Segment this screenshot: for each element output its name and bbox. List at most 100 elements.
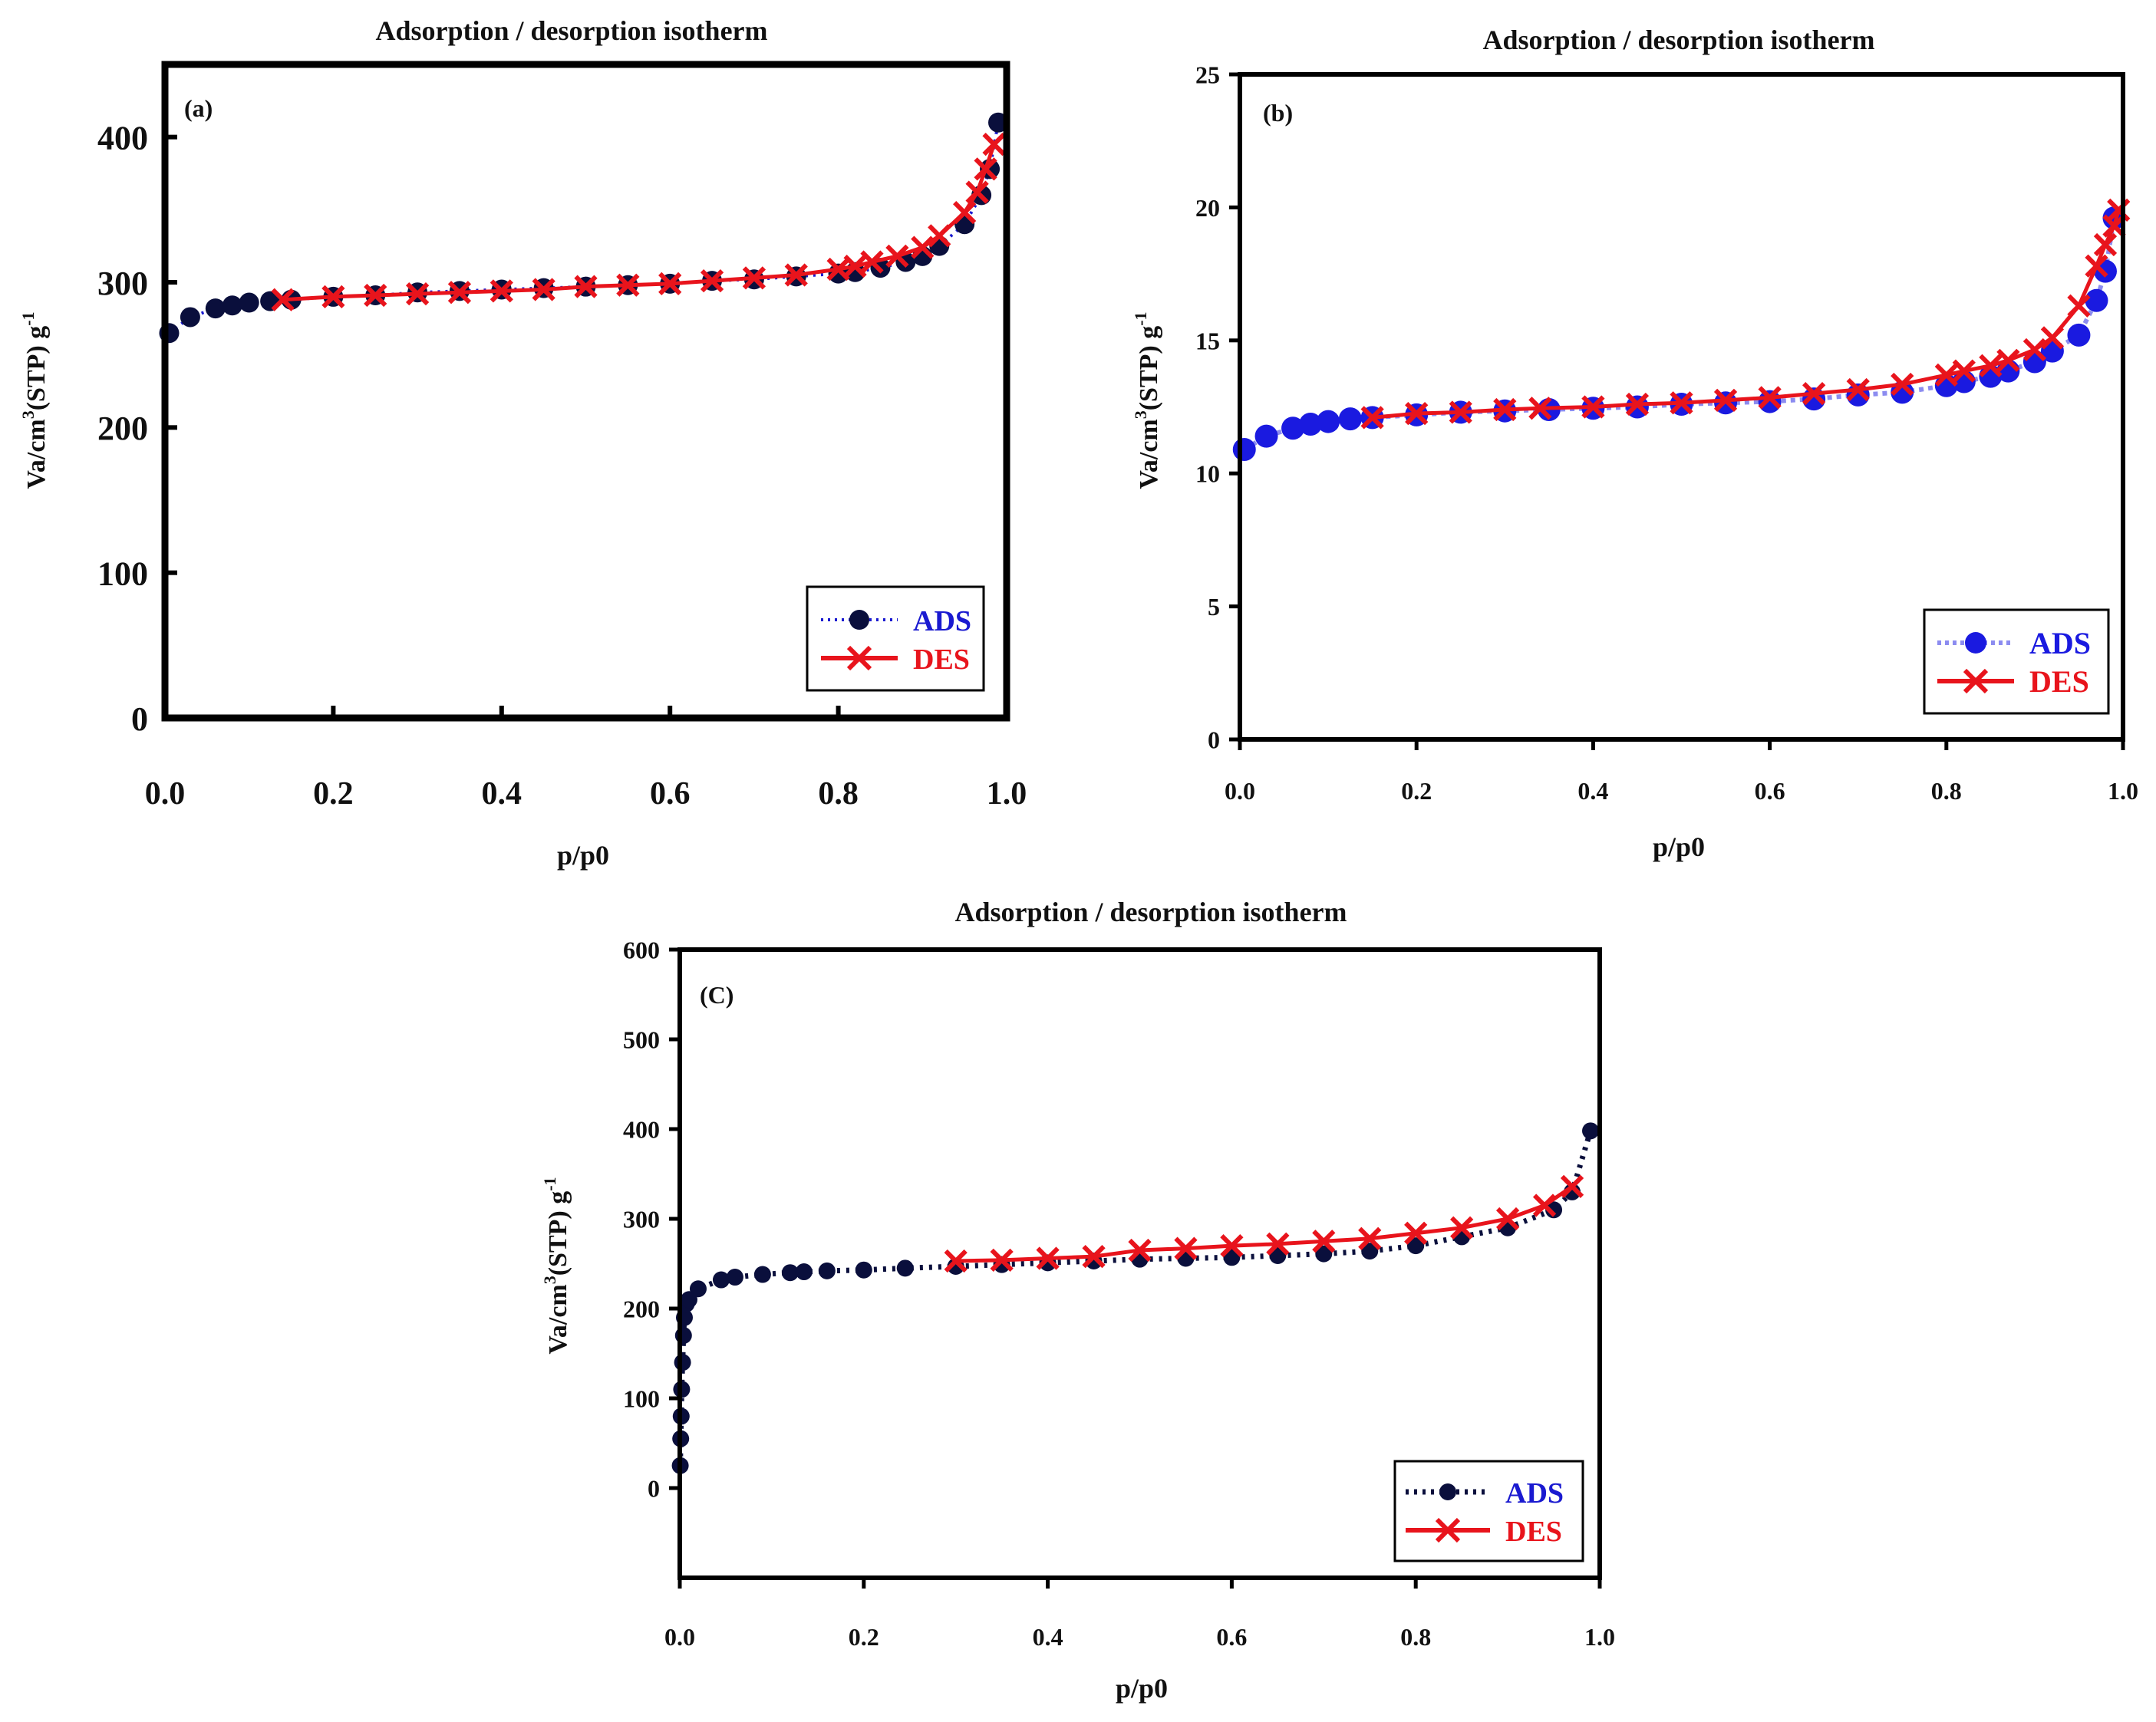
legend: ADS DES: [1923, 608, 2110, 715]
des-point: [1220, 1233, 1244, 1258]
ads-point: [2067, 323, 2091, 347]
y-tick-label: 0: [131, 700, 148, 738]
ads-point: [712, 1271, 730, 1289]
legend-box: [1923, 608, 2110, 715]
des-point: [1174, 1236, 1198, 1260]
des-point: [885, 244, 909, 268]
y-tick-label: 25: [1195, 61, 1220, 89]
des-point: [974, 157, 997, 181]
chart-title: Adsorption / desorption isotherm: [954, 897, 1347, 927]
des-point: [1581, 395, 1605, 419]
des-point: [1449, 400, 1472, 424]
y-tick-label: 100: [97, 555, 148, 593]
x-tick-label: 0.2: [1401, 777, 1432, 805]
des-point: [860, 250, 884, 274]
chart-title: Adsorption / desorption isotherm: [375, 15, 767, 46]
x-tick-label: 0.6: [650, 776, 691, 812]
y-tick-label: 15: [1195, 327, 1220, 354]
legend-ads-label: ADS: [2029, 626, 2091, 660]
y-tick-label: 0: [648, 1475, 660, 1503]
ads-point: [205, 298, 226, 319]
x-tick-label: 0.6: [1216, 1623, 1247, 1651]
y-tick-label: 300: [97, 265, 148, 302]
des-point: [700, 268, 724, 293]
legend-ads-label: ADS: [913, 605, 971, 637]
ads-point: [1545, 1201, 1563, 1219]
des-point: [1952, 359, 1976, 383]
des-point: [2093, 232, 2118, 257]
ads-point: [855, 1261, 872, 1279]
des-point: [1495, 1207, 1520, 1231]
des-point: [1532, 1194, 1557, 1217]
des-point: [2067, 294, 2091, 318]
legend-des-label: DES: [2029, 664, 2089, 699]
y-tick-label: 20: [1195, 194, 1220, 222]
des-point: [1670, 391, 1693, 415]
panel-label: (a): [184, 94, 213, 122]
x-tick-label: 0.0: [664, 1623, 695, 1651]
x-axis-label: p/p0: [557, 840, 609, 871]
x-tick-label: 0.8: [1931, 777, 1962, 805]
des-point: [447, 281, 472, 305]
legend-ads-marker: [1965, 632, 1986, 654]
panel-label: (C): [700, 981, 734, 1009]
ads-point: [180, 307, 200, 328]
axis-ticks: 0.0 0.2 0.4 0.6 0.8 1.0 0 5 10 15 20 25: [1195, 61, 2138, 805]
des-point: [616, 273, 640, 297]
des-point: [1802, 382, 1826, 406]
des-point: [1996, 348, 2020, 372]
legend-ads-marker: [1439, 1483, 1456, 1500]
y-axis-label-mid: (STP) g: [22, 326, 51, 411]
des-point: [1312, 1230, 1336, 1253]
des-point: [1036, 1246, 1060, 1270]
des-point: [2085, 254, 2108, 278]
ads-point: [1232, 437, 1256, 461]
y-axis-label: Va/cm3(STP) g-1: [18, 311, 51, 489]
ads-point: [1407, 1237, 1425, 1255]
ads-point: [818, 1262, 836, 1279]
ads-point: [726, 1269, 743, 1286]
y-axis-label-base: Va/cm: [22, 419, 51, 489]
legend-box: [1393, 1460, 1584, 1562]
legend-ads-label: ADS: [1505, 1477, 1564, 1510]
x-tick-label: 0.2: [313, 776, 354, 812]
des-point: [742, 266, 766, 290]
des-point: [2040, 326, 2065, 350]
des-point: [1082, 1245, 1106, 1269]
ads-point: [239, 292, 259, 313]
ads-point: [674, 1354, 691, 1371]
y-axis-label-sup1: 3: [1131, 410, 1150, 419]
des-point: [1404, 1221, 1428, 1245]
chart-panel-c: Adsorption / desorption isotherm 0.0 0.2 0…: [540, 897, 1615, 1704]
chart-panel-a: Adsorption / desorption isotherm 0.0 0.2 0…: [18, 15, 1027, 871]
ads-point: [896, 1259, 914, 1277]
y-tick-label: 200: [623, 1296, 660, 1323]
des-point: [965, 180, 989, 204]
ads-point: [795, 1263, 813, 1281]
axis-ticks: 0.0 0.2 0.4 0.6 0.8 1.0 0 100 200 300 400: [97, 120, 1027, 812]
legend: ADS DES: [806, 585, 985, 692]
x-tick-label: 0.6: [1755, 777, 1785, 805]
axis-ticks: 0.0 0.2 0.4 0.6 0.8 1.0 0 100 200 300 400 500 600: [623, 937, 1615, 1651]
y-tick-label: 300: [623, 1206, 660, 1233]
des-point: [1560, 1174, 1584, 1199]
ads-point: [1361, 1243, 1379, 1260]
des-point: [405, 282, 430, 306]
y-tick-label: 0: [1208, 726, 1220, 754]
ads-point: [1281, 417, 1305, 440]
x-tick-label: 0.0: [1225, 777, 1255, 805]
des-point: [1450, 1216, 1474, 1240]
ads-point: [689, 1280, 707, 1298]
des-point: [1934, 363, 1958, 387]
des-point: [1713, 388, 1738, 412]
y-axis-label-mid: (STP) g: [544, 1191, 572, 1276]
series-layer: [159, 112, 1009, 344]
ads-point: [1254, 424, 1278, 448]
des-point: [2022, 337, 2047, 362]
y-axis-label-base: Va/cm: [1135, 419, 1163, 489]
des-point: [1846, 377, 1870, 402]
des-point: [1128, 1238, 1152, 1263]
legend-des-label: DES: [1505, 1516, 1562, 1548]
des-point: [321, 285, 345, 309]
